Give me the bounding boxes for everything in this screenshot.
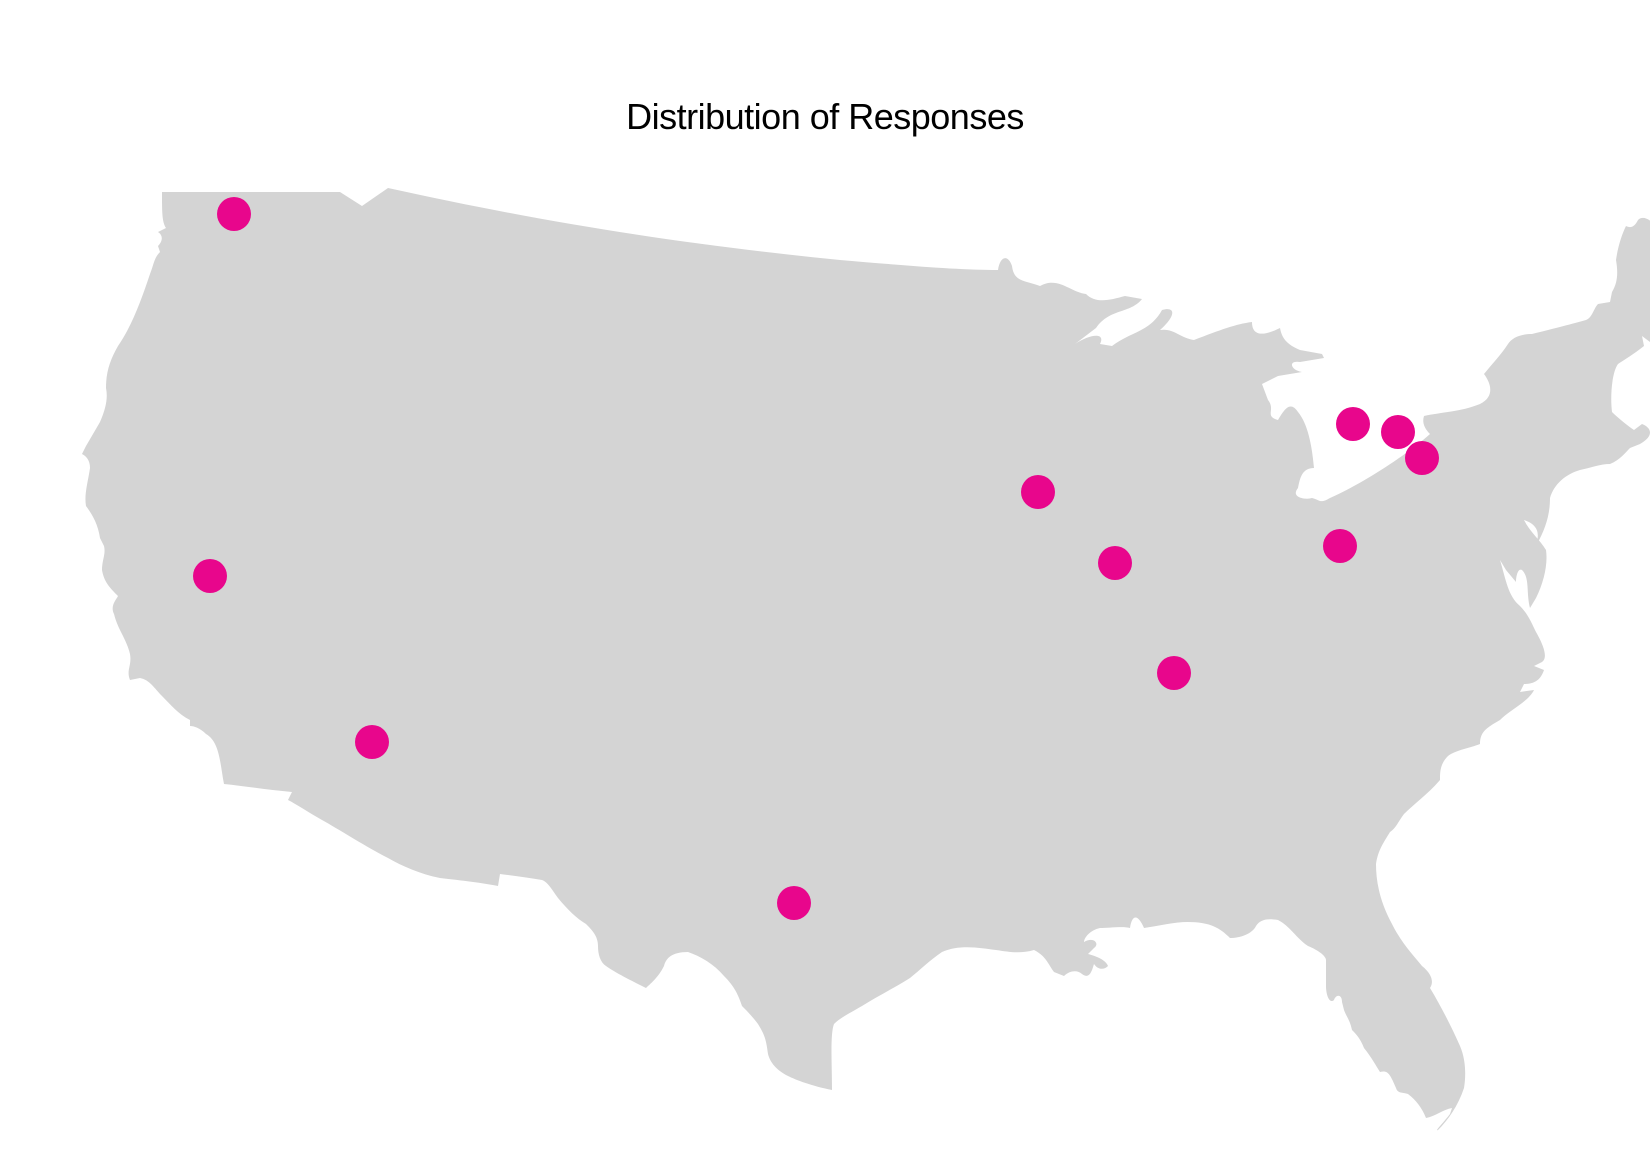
response-marker-indianapolis <box>1098 546 1132 580</box>
response-marker-san-francisco <box>193 559 227 593</box>
response-marker-san-antonio <box>777 886 811 920</box>
response-marker-nashville <box>1157 656 1191 690</box>
response-marker-phoenix <box>355 725 389 759</box>
contiguous-us-landmass <box>82 188 1650 1131</box>
response-marker-albany <box>1336 407 1370 441</box>
response-marker-washington-dc <box>1323 529 1357 563</box>
response-markers <box>193 197 1439 920</box>
response-marker-boston-area <box>1381 415 1415 449</box>
response-marker-seattle <box>217 197 251 231</box>
response-marker-providence <box>1405 441 1439 475</box>
response-marker-chicago <box>1021 475 1055 509</box>
map-title: Distribution of Responses <box>626 96 1024 137</box>
